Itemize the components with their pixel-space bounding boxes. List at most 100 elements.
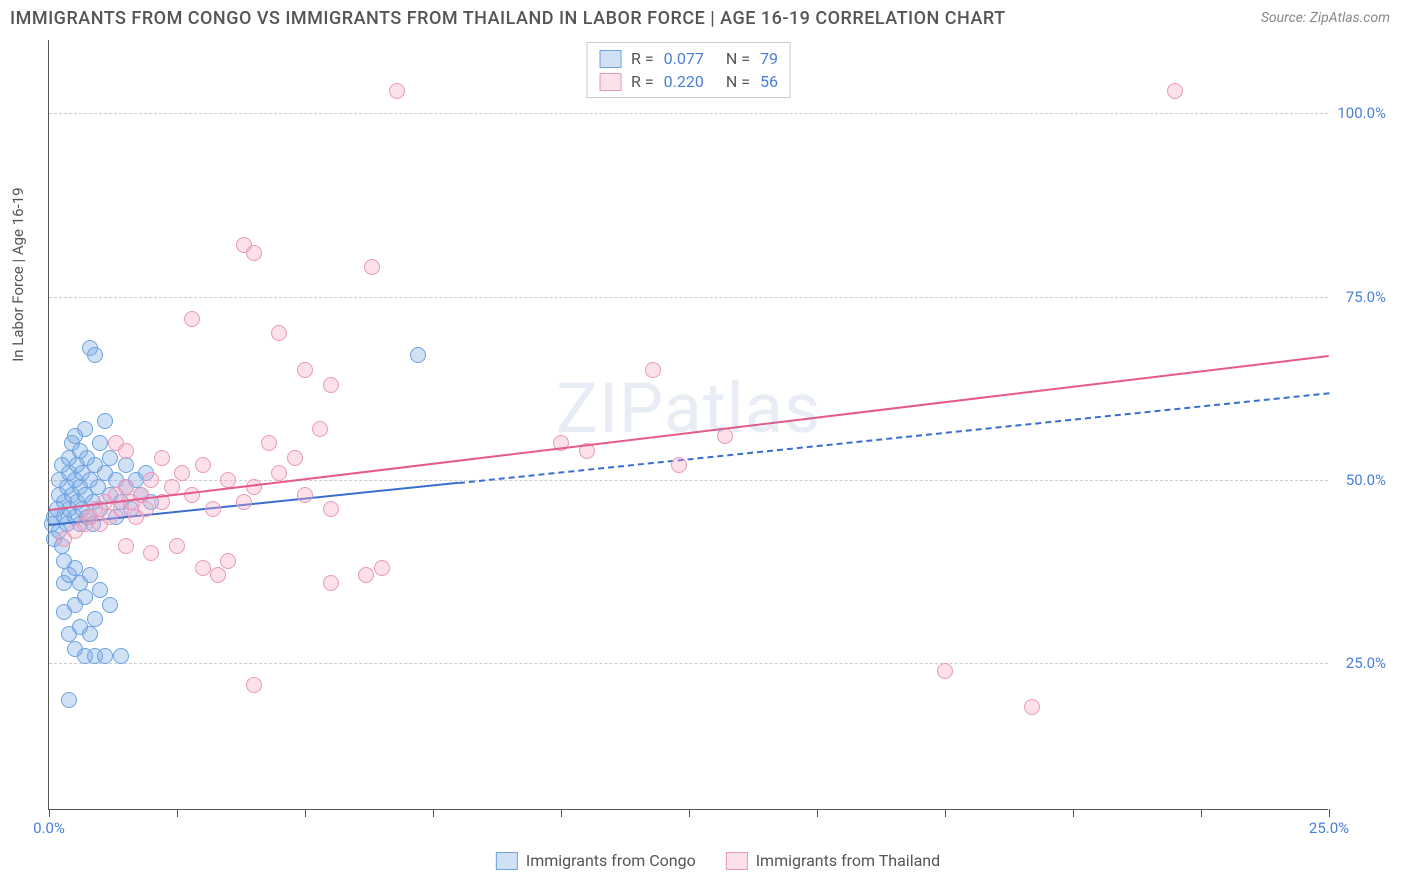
data-point [297, 487, 313, 503]
data-point [97, 648, 113, 664]
data-point [271, 325, 287, 341]
data-point [220, 472, 236, 488]
series-legend: Immigrants from Congo Immigrants from Tha… [496, 851, 940, 870]
data-point [717, 428, 733, 444]
legend-swatch [496, 852, 518, 870]
data-point [410, 347, 426, 363]
chart-source: Source: ZipAtlas.com [1261, 10, 1390, 26]
data-point [169, 538, 185, 554]
y-axis-title: In Labor Force | Age 16-19 [9, 187, 27, 361]
data-point [195, 457, 211, 473]
data-point [92, 435, 108, 451]
data-point [205, 501, 221, 517]
data-point [77, 589, 93, 605]
correlation-legend: R = 0.077 N = 79R = 0.220 N = 56 [586, 42, 791, 98]
gridline-horizontal [49, 480, 1328, 481]
data-point [671, 457, 687, 473]
data-point [184, 311, 200, 327]
x-tick-label: 0.0% [33, 819, 65, 837]
x-tick [689, 809, 690, 817]
data-point [364, 259, 380, 275]
legend-n-value: 79 [760, 49, 778, 68]
data-point [87, 611, 103, 627]
x-tick [49, 809, 50, 817]
x-tick [945, 809, 946, 817]
data-point [297, 362, 313, 378]
legend-r-value: 0.077 [664, 49, 704, 68]
x-tick [1201, 809, 1202, 817]
x-tick [1073, 809, 1074, 817]
data-point [82, 567, 98, 583]
data-point [246, 245, 262, 261]
data-point [87, 347, 103, 363]
data-point [143, 545, 159, 561]
data-point [246, 479, 262, 495]
y-tick-label: 100.0% [1337, 104, 1386, 122]
data-point [323, 377, 339, 393]
data-point [82, 626, 98, 642]
legend-n-value: 56 [760, 72, 778, 91]
x-tick [1329, 809, 1330, 817]
x-tick [305, 809, 306, 817]
legend-label: Immigrants from Congo [526, 851, 696, 870]
legend-r-value: 0.220 [664, 72, 704, 91]
chart-container: ZIPatlas R = 0.077N = 79R = 0.220N = 56 … [48, 40, 1388, 840]
data-point [220, 553, 236, 569]
legend-row: R = 0.077 N = 79 [599, 47, 778, 70]
data-point [246, 677, 262, 693]
x-tick [177, 809, 178, 817]
data-point [195, 560, 211, 576]
y-tick-label: 50.0% [1346, 471, 1386, 489]
data-point [312, 421, 328, 437]
data-point [118, 538, 134, 554]
trend-line-dashed [458, 392, 1329, 484]
data-point [113, 648, 129, 664]
data-point [67, 560, 83, 576]
data-point [143, 472, 159, 488]
data-point [138, 501, 154, 517]
x-tick [433, 809, 434, 817]
legend-label: Immigrants from Thailand [756, 851, 940, 870]
legend-item: Immigrants from Thailand [726, 851, 940, 870]
data-point [1024, 699, 1040, 715]
y-tick-label: 25.0% [1346, 654, 1386, 672]
legend-r-label: R = [631, 49, 654, 68]
data-point [358, 567, 374, 583]
data-point [118, 443, 134, 459]
x-tick [561, 809, 562, 817]
data-point [261, 435, 277, 451]
data-point [61, 692, 77, 708]
legend-swatch [726, 852, 748, 870]
gridline-horizontal [49, 297, 1328, 298]
data-point [154, 450, 170, 466]
data-point [323, 575, 339, 591]
gridline-horizontal [49, 113, 1328, 114]
data-point [97, 413, 113, 429]
legend-swatch [599, 73, 621, 91]
watermark: ZIPatlas [556, 368, 821, 450]
legend-row: R = 0.220N = 56 [599, 70, 778, 93]
legend-n-label: N = [726, 72, 750, 91]
plot-area: ZIPatlas R = 0.077N = 79R = 0.220N = 56 … [48, 40, 1328, 810]
data-point [184, 487, 200, 503]
data-point [174, 465, 190, 481]
legend-swatch [599, 50, 621, 68]
gridline-horizontal [49, 663, 1328, 664]
data-point [118, 457, 134, 473]
chart-title: IMMIGRANTS FROM CONGO VS IMMIGRANTS FROM… [10, 8, 1006, 29]
data-point [645, 362, 661, 378]
data-point [1167, 83, 1183, 99]
y-tick-label: 75.0% [1346, 288, 1386, 306]
data-point [210, 567, 226, 583]
data-point [102, 450, 118, 466]
data-point [77, 421, 93, 437]
data-point [937, 663, 953, 679]
data-point [323, 501, 339, 517]
x-tick-label: 25.0% [1309, 819, 1349, 837]
data-point [389, 83, 405, 99]
data-point [287, 450, 303, 466]
data-point [118, 479, 134, 495]
legend-n-label: N = [726, 49, 750, 68]
data-point [236, 494, 252, 510]
data-point [271, 465, 287, 481]
